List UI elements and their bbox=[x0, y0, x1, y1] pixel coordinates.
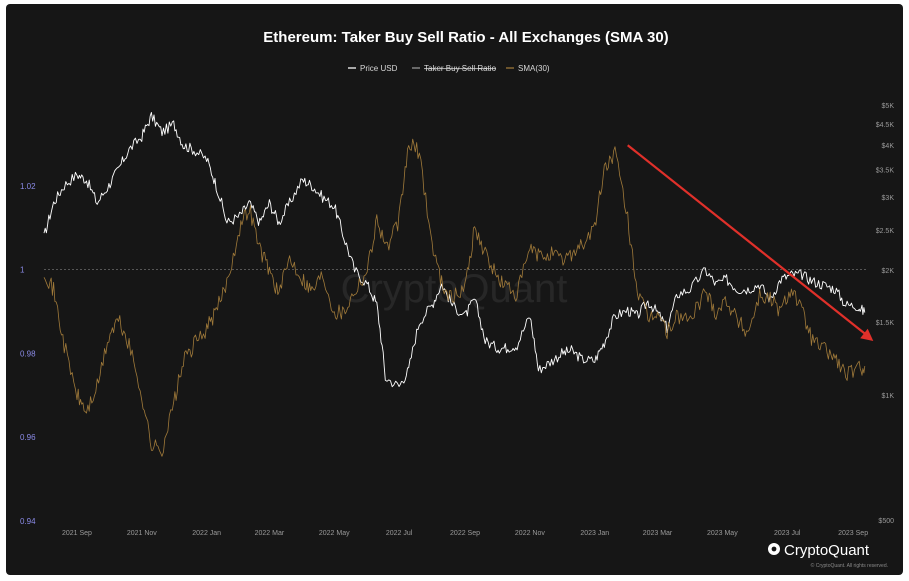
legend-label: Price USD bbox=[360, 64, 398, 73]
y-right-tick-label: $4.5K bbox=[876, 122, 895, 129]
watermark: CryptoQuant bbox=[341, 267, 568, 311]
x-tick-label: 2021 Nov bbox=[127, 530, 157, 537]
y-right-tick-label: $1K bbox=[882, 393, 895, 400]
legend-item[interactable]: SMA(30) bbox=[506, 64, 550, 73]
legend: Price USD Taker Buy Sell Ratio SMA(30) bbox=[348, 64, 550, 73]
brand-text: CryptoQuant bbox=[784, 542, 870, 559]
y-right-tick-label: $3.5K bbox=[876, 167, 895, 174]
x-tick-label: 2022 Jan bbox=[192, 530, 221, 537]
series-layer bbox=[43, 111, 866, 457]
legend-label: SMA(30) bbox=[518, 64, 550, 73]
x-tick-label: 2023 Jan bbox=[580, 530, 609, 537]
x-tick-label: 2022 Jul bbox=[386, 530, 413, 537]
price-usd-line bbox=[43, 111, 866, 388]
y-left-tick-label: 1.02 bbox=[20, 182, 36, 191]
x-tick-label: 2023 May bbox=[707, 530, 738, 537]
sma-30-line bbox=[43, 138, 866, 457]
legend-item[interactable]: Price USD bbox=[348, 64, 398, 73]
legend-item[interactable]: Taker Buy Sell Ratio bbox=[412, 64, 497, 73]
y-right-tick-label: $1.5K bbox=[876, 320, 895, 327]
y-left-tick-label: 0.98 bbox=[20, 349, 36, 358]
x-tick-label: 2023 Sep bbox=[838, 530, 868, 537]
y-left-tick-label: 0.94 bbox=[20, 517, 36, 526]
y-right-tick-label: $3K bbox=[882, 195, 895, 202]
chart-title: Ethereum: Taker Buy Sell Ratio - All Exc… bbox=[263, 29, 668, 46]
cryptoquant-logo: CryptoQuant bbox=[768, 542, 870, 559]
annotation-layer bbox=[627, 144, 874, 341]
axis-layer: 0.94 0.96 0.98 1 1.02 $500 $1K $1.5K $2K $2.5K $3K… bbox=[20, 103, 894, 537]
x-tick-label: 2022 Nov bbox=[515, 530, 545, 537]
cryptoquant-logo-icon-inner bbox=[771, 546, 777, 552]
y-left-tick-label: 1 bbox=[20, 266, 25, 275]
y-right-tick-label: $2.5K bbox=[876, 228, 895, 235]
trend-arrow-head bbox=[860, 328, 874, 341]
x-tick-label: 2023 Jul bbox=[774, 530, 801, 537]
x-tick-label: 2021 Sep bbox=[62, 530, 92, 537]
x-tick-label: 2022 Mar bbox=[255, 530, 285, 537]
x-tick-label: 2023 Mar bbox=[643, 530, 673, 537]
y-right-tick-label: $4K bbox=[882, 143, 895, 150]
copyright-text: © CryptoQuant. All rights reserved. bbox=[811, 562, 888, 569]
x-tick-label: 2022 May bbox=[319, 530, 350, 537]
y-right-tick-label: $5K bbox=[882, 103, 895, 110]
trend-arrow-line bbox=[627, 144, 867, 335]
chart-canvas: Ethereum: Taker Buy Sell Ratio - All Exc… bbox=[20, 29, 894, 569]
y-left-tick-label: 0.96 bbox=[20, 433, 36, 442]
y-right-tick-label: $500 bbox=[878, 518, 894, 525]
x-tick-label: 2022 Sep bbox=[450, 530, 480, 537]
y-right-tick-label: $2K bbox=[882, 268, 895, 275]
legend-label: Taker Buy Sell Ratio bbox=[424, 64, 497, 73]
chart-frame: Ethereum: Taker Buy Sell Ratio - All Exc… bbox=[6, 4, 903, 575]
